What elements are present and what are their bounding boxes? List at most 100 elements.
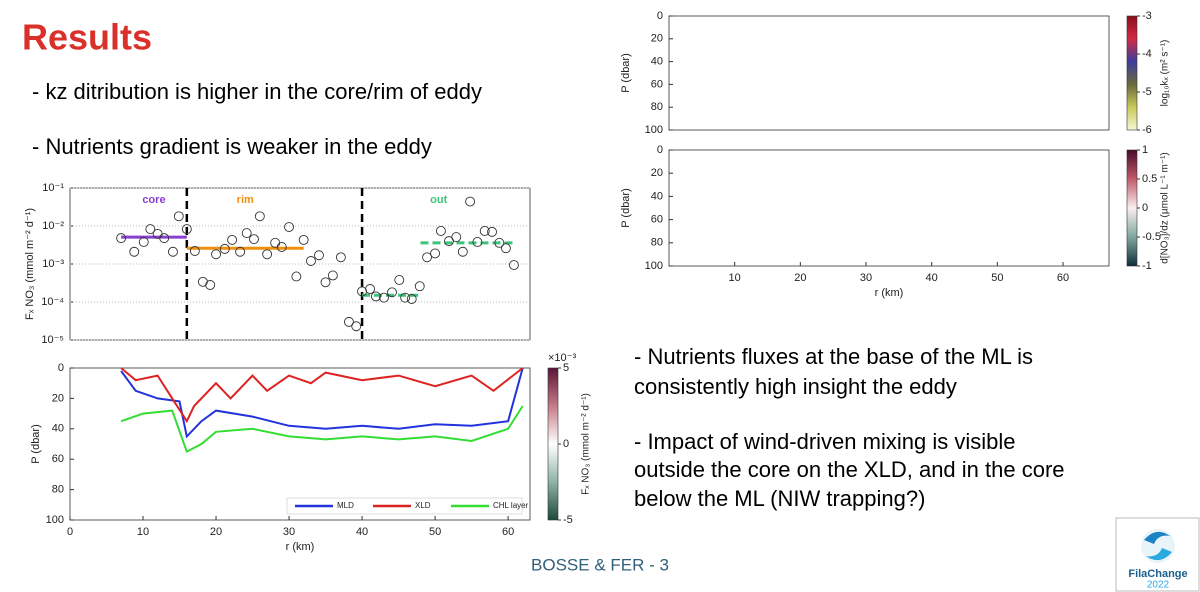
- colorbar-tick-label: -5: [563, 514, 573, 526]
- y-axis-label: Fₓ NO₃ (mmol m⁻² d⁻¹): [24, 208, 36, 320]
- y-tick-label: 10⁻⁴: [41, 296, 64, 308]
- point: [306, 256, 316, 266]
- x-tick-label: 20: [794, 272, 806, 284]
- legend-label: XLD: [415, 501, 431, 510]
- footer: BOSSE & FER - 3: [531, 555, 669, 574]
- colorbar-tick-label: 0: [563, 438, 569, 450]
- slide-title: Results: [22, 17, 152, 58]
- point: [457, 246, 468, 257]
- point: [365, 284, 376, 294]
- x-axis-label: r (km): [875, 287, 904, 299]
- point: [406, 294, 417, 304]
- point: [500, 243, 511, 254]
- point: [189, 246, 200, 256]
- plot-area: [668, 149, 1110, 267]
- logo: FilaChange 2022: [1115, 517, 1200, 592]
- point: [227, 234, 238, 245]
- colorbar-tick-label: 1: [1142, 144, 1148, 156]
- point: [430, 248, 441, 259]
- y-tick-label: 80: [52, 484, 64, 496]
- point: [145, 224, 156, 235]
- y-tick-label: 100: [645, 260, 663, 272]
- y-tick-label: 60: [651, 214, 663, 226]
- point: [254, 211, 265, 222]
- y-tick-label: 0: [657, 144, 663, 156]
- colorbar-tick-label: -3: [1142, 10, 1152, 22]
- y-tick-label: 0: [657, 10, 663, 22]
- group-label: out: [430, 194, 447, 206]
- x-tick-label: 10: [137, 526, 149, 538]
- y-axis-label: P (dbar): [620, 53, 632, 93]
- y-tick-label: 40: [52, 423, 64, 435]
- y-tick-label: 10⁻³: [42, 258, 64, 270]
- colorbar-tick-label: -1: [1142, 260, 1152, 272]
- y-axis-label: P (dbar): [30, 424, 42, 464]
- y-tick-label: 60: [52, 453, 64, 465]
- y-tick-label: 0: [58, 362, 64, 374]
- bullet: - kz ditribution is higher in the core/r…: [32, 79, 482, 104]
- y-tick-label: 20: [651, 167, 663, 179]
- colorbar-tick-label: 5: [563, 362, 569, 374]
- legend-label: MLD: [337, 501, 354, 510]
- bullet-line: below the ML (NIW trapping?): [634, 486, 925, 511]
- x-axis-label: r (km): [286, 541, 315, 553]
- legend-label: CHL layer: [493, 501, 529, 510]
- y-tick-label: 80: [651, 237, 663, 249]
- x-tick-label: 10: [729, 272, 741, 284]
- point: [129, 246, 140, 257]
- y-tick-label: 40: [651, 56, 663, 68]
- plot-area: [69, 367, 531, 521]
- plot-area: [668, 15, 1110, 131]
- logo-swirl: [1146, 548, 1172, 561]
- point: [379, 292, 389, 303]
- y-tick-label: 10⁻²: [42, 220, 64, 232]
- point: [451, 232, 462, 243]
- y-tick-label: 10⁻¹: [42, 182, 64, 194]
- point: [168, 246, 178, 257]
- colorbar-tick-label: -5: [1142, 86, 1152, 98]
- point: [414, 281, 425, 292]
- colorbar-tick-label: 0.5: [1142, 173, 1157, 185]
- point: [314, 250, 324, 261]
- point: [291, 271, 302, 282]
- colorbar-multiplier: ×10⁻³: [548, 352, 576, 364]
- point: [181, 224, 192, 235]
- y-tick-label: 60: [651, 78, 663, 90]
- bullet-line: - Impact of wind-driven mixing is visibl…: [634, 429, 1015, 454]
- point: [400, 292, 411, 303]
- colorbar-label: log₁₀kₓ (m² s⁻¹): [1160, 40, 1171, 107]
- y-tick-label: 20: [52, 392, 64, 404]
- point: [159, 233, 170, 244]
- series-line: [120, 367, 524, 439]
- point: [197, 276, 208, 287]
- colorbar-tick-label: -6: [1142, 124, 1152, 136]
- point: [370, 291, 381, 302]
- point: [494, 237, 505, 248]
- point: [487, 226, 497, 237]
- x-tick-label: 40: [356, 526, 368, 538]
- group-label: rim: [237, 194, 254, 206]
- point: [394, 275, 405, 285]
- colorbar: [547, 367, 559, 521]
- point: [235, 246, 246, 257]
- bullet-line: - Nutrients fluxes at the base of the ML…: [634, 344, 1033, 369]
- x-tick-label: 30: [283, 526, 295, 538]
- x-tick-label: 50: [429, 526, 441, 538]
- point: [508, 260, 519, 270]
- colorbar-label: Fₓ NO₃ (mmol m⁻² d⁻¹): [581, 393, 592, 495]
- point: [173, 211, 184, 222]
- point: [241, 228, 252, 239]
- series-line: [120, 405, 524, 454]
- colorbar: [1126, 149, 1138, 267]
- series-line: [120, 367, 524, 424]
- point: [276, 242, 287, 252]
- point: [249, 234, 259, 245]
- colorbar-tick-label: -0.5: [1142, 231, 1161, 243]
- point: [327, 270, 338, 281]
- bullet: - Nutrients gradient is weaker in the ed…: [32, 134, 432, 159]
- y-tick-label: 100: [645, 124, 663, 136]
- point: [335, 252, 346, 263]
